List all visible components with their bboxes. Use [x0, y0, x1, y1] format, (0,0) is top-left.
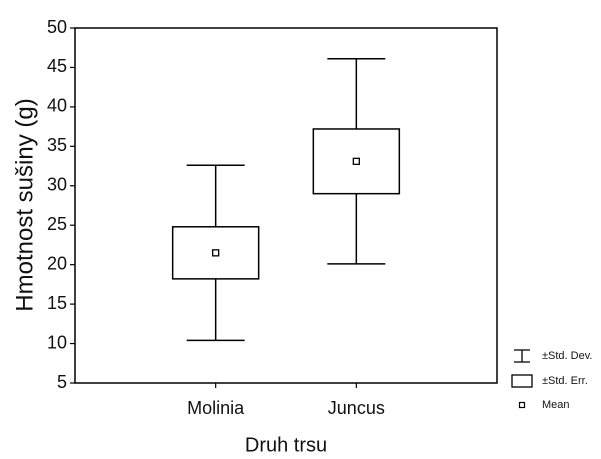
mean-marker — [212, 249, 220, 257]
x-tick-label: Juncus — [328, 398, 385, 418]
y-tick-label: 20 — [47, 253, 67, 273]
y-tick-label: 40 — [47, 96, 67, 116]
legend-whisker-icon — [514, 349, 530, 363]
legend-label: Mean — [542, 399, 570, 411]
legend-box-icon — [511, 374, 533, 388]
legend-label: ±Std. Dev. — [542, 350, 592, 362]
x-axis-label: Druh trsu — [245, 434, 327, 456]
y-tick-label: 50 — [47, 17, 67, 37]
y-tick-label: 15 — [47, 293, 67, 313]
plot-frame — [74, 27, 498, 384]
legend-mean-icon — [518, 401, 526, 409]
legend-label: ±Std. Err. — [542, 375, 588, 387]
y-tick-label: 45 — [47, 56, 67, 76]
y-tick-label: 10 — [47, 332, 67, 352]
y-tick-label: 25 — [47, 214, 67, 234]
y-tick-label: 5 — [57, 372, 67, 392]
y-axis-label: Hmotnost sušiny (g) — [11, 98, 38, 311]
mean-marker — [352, 157, 360, 165]
y-tick-label: 30 — [47, 175, 67, 195]
y-tick-label: 35 — [47, 135, 67, 155]
x-tick-label: Molinia — [187, 398, 245, 418]
